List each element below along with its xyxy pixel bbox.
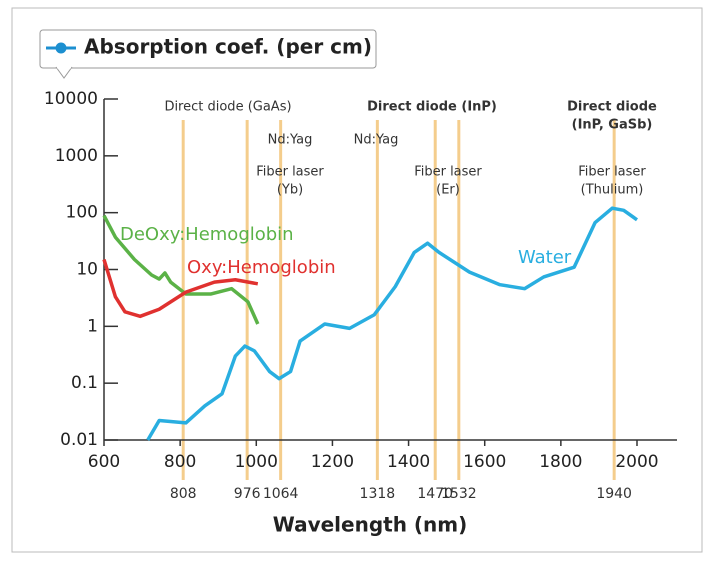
y-tick-label: 100 [66, 203, 98, 223]
annotation: Fiber laser [414, 165, 482, 180]
annotation: Direct diode (GaAs) [164, 100, 291, 115]
y-tick-label: 0.1 [71, 373, 98, 393]
y-tick-label: 0.01 [60, 430, 98, 450]
legend-box [39, 29, 377, 69]
x-tick-label: 1400 [387, 452, 430, 472]
legend-pointer [55, 66, 73, 79]
x-tick-label: 800 [164, 452, 196, 472]
y-tick-label: 10 [76, 260, 98, 280]
x-tick-label: 1600 [463, 452, 506, 472]
marker-label: 976 [234, 486, 261, 502]
x-tick-label: 2000 [615, 452, 658, 472]
x-tick-label: 1800 [539, 452, 582, 472]
marker-label: 1318 [360, 486, 396, 502]
x-tick-label: 1000 [235, 452, 278, 472]
series-label: Water [518, 247, 572, 268]
marker-label: 1470 [417, 486, 453, 502]
y-tick-label: 10000 [44, 89, 98, 109]
series-label: DeOxy:Hemoglobin [120, 224, 294, 245]
x-axis-label: Wavelength (nm) [273, 513, 468, 537]
annotation: (Thulium) [581, 183, 644, 198]
marker-label: 1940 [596, 486, 632, 502]
annotation: Nd:Yag [354, 133, 399, 148]
annotation: Nd:Yag [268, 133, 313, 148]
y-tick-label: 1 [87, 316, 98, 336]
series-line [102, 214, 260, 325]
annotation: Direct diode (InP) [367, 100, 497, 115]
marker-label: 808 [170, 486, 197, 502]
series-line [146, 206, 639, 441]
series-label: Oxy:Hemoglobin [187, 257, 336, 278]
annotation: Direct diode [567, 100, 657, 115]
marker-label: 1064 [263, 486, 299, 502]
annotation: (Er) [436, 183, 460, 198]
frame [11, 7, 703, 553]
legend-title: Absorption coef. (per cm) [84, 35, 372, 59]
annotation: (Yb) [277, 183, 303, 198]
series-line [102, 258, 259, 319]
x-tick-label: 1200 [311, 452, 354, 472]
x-tick-label: 600 [88, 452, 120, 472]
legend: Absorption coef. (per cm) [39, 29, 377, 79]
legend-icon-dot [55, 42, 67, 54]
y-tick-label: 1000 [55, 146, 98, 166]
annotation: (InP, GaSb) [572, 118, 653, 133]
annotation: Fiber laser [256, 165, 324, 180]
marker-label: 1532 [441, 486, 477, 502]
annotation: Fiber laser [578, 165, 646, 180]
